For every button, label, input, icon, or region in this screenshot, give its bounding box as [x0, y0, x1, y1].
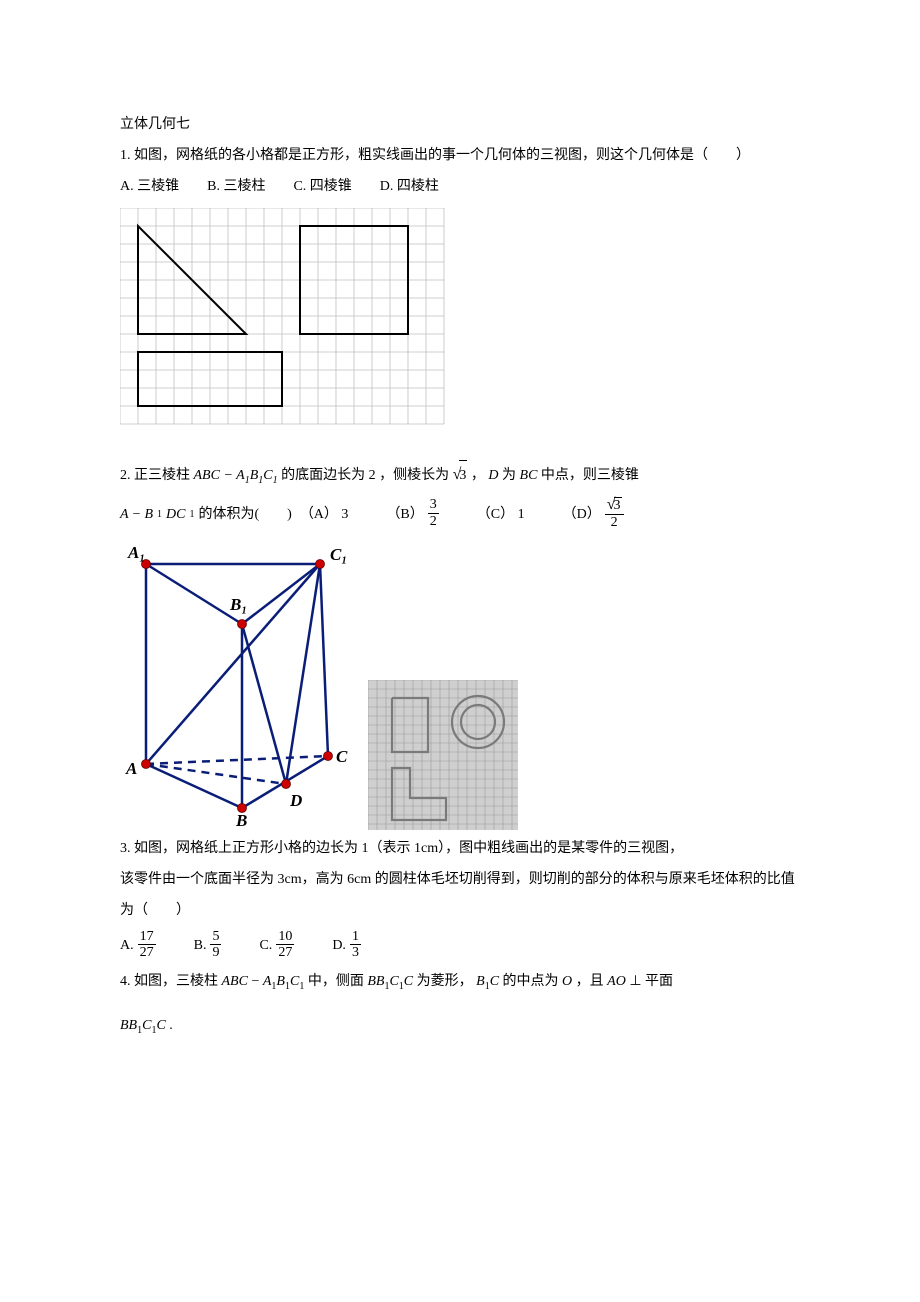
q2-optD-den: 2 [605, 515, 624, 530]
fraction-icon: 13 [350, 929, 361, 961]
q2-optB: （B） 3 2 [386, 499, 438, 531]
q2-optA: （A） 3 [300, 500, 349, 531]
q1-body: 1. 如图，网格纸的各小格都是正方形，粗实线画出的事一个几何体的三视图，则这个几… [120, 148, 750, 163]
q3-optC-num: 10 [276, 929, 294, 945]
q2-prefix: 2. 正三棱柱 [120, 468, 194, 483]
q3-optC-label: C. [259, 931, 272, 962]
q2-optC: （C） 1 [477, 500, 525, 531]
q3-optB: B. 59 [194, 931, 222, 963]
q4-prefix: 4. 如图，三棱柱 [120, 974, 222, 989]
q2-mid2: ，侧棱长为 [379, 468, 449, 483]
q2-optD-sqrt: 3 [614, 497, 622, 513]
fraction-icon: 3 2 [428, 497, 439, 529]
svg-text:B: B [235, 811, 247, 830]
fraction-icon: 1027 [276, 929, 294, 961]
sqrt3-icon: 3 [453, 457, 468, 492]
q2-line2: A − B1DC1 的体积为( ) （A） 3 （B） 3 2 （C） 1 （D… [120, 498, 800, 532]
svg-text:B₁: B₁ [229, 595, 247, 614]
q3-optA-den: 27 [138, 945, 156, 960]
fraction-icon: 3 2 [605, 496, 624, 530]
q4-mid5: ⊥ 平面 [629, 974, 673, 989]
q2-sqrt3: 3 [459, 460, 467, 492]
sqrt-icon: 3 [607, 496, 622, 514]
q2-figures: A₁ C₁ B₁ A C D B [120, 540, 800, 830]
q2-base: 2 [369, 468, 376, 483]
q4-mid1: 中，侧面 [308, 974, 368, 989]
q1-figure [120, 208, 800, 451]
q3-line1: 3. 如图，网格纸上正方形小格的边长为 1（表示 1cm），图中粗线画出的是某零… [120, 834, 800, 865]
q2-grid-svg [368, 680, 518, 830]
q3-body1: 3. 如图，网格纸上正方形小格的边长为 1（表示 1cm），图中粗线画出的是某零… [120, 841, 683, 856]
q2-mid6: 的体积为( ) [198, 500, 291, 531]
q2-prism: ABC [194, 468, 220, 483]
q1-options: A. 三棱锥 B. 三棱柱 C. 四棱锥 D. 四棱柱 [120, 172, 800, 203]
q4-line2: BB1C1C . [120, 1011, 800, 1042]
q2-prism-svg: A₁ C₁ B₁ A C D B [120, 540, 350, 830]
q2-bc: BC [520, 468, 538, 483]
q2-mid4: 为 [502, 468, 520, 483]
q3-optD-den: 3 [350, 945, 361, 960]
q4-end: . [169, 1018, 173, 1033]
q2-d: D [488, 468, 498, 483]
q1-text: 1. 如图，网格纸的各小格都是正方形，粗实线画出的事一个几何体的三视图，则这个几… [120, 141, 800, 172]
q2-mid5: 中点，则三棱锥 [541, 468, 639, 483]
q3-options: A. 1727 B. 59 C. 1027 D. 13 [120, 931, 800, 963]
q3-optA: A. 1727 [120, 931, 156, 963]
q2-optB-den: 2 [428, 514, 439, 529]
q4-mid2: 为菱形， [417, 974, 473, 989]
q3-body2: 该零件由一个底面半径为 3cm，高为 6cm 的圆柱体毛坯切削得到，则切削的部分… [120, 872, 795, 918]
svg-text:A: A [125, 759, 137, 778]
q3-optB-label: B. [194, 931, 207, 962]
q3-optB-num: 5 [210, 929, 221, 945]
title-text: 立体几何七 [120, 117, 190, 132]
q2-mid3: ， [471, 468, 485, 483]
q4-ao: AO [607, 974, 626, 989]
q3-optC: C. 1027 [259, 931, 294, 963]
svg-text:A₁: A₁ [127, 543, 145, 562]
q2-mid1: 的底面边长为 [281, 468, 369, 483]
fraction-icon: 1727 [138, 929, 156, 961]
svg-text:C₁: C₁ [330, 545, 347, 564]
q4-o: O [562, 974, 572, 989]
q1-svg [120, 208, 460, 438]
fraction-icon: 59 [210, 929, 221, 961]
q3-optD: D. 13 [332, 931, 361, 963]
q2-optB-num: 3 [428, 497, 439, 513]
q3-optD-label: D. [332, 931, 346, 962]
q2-optD: （D） 3 2 [563, 498, 624, 532]
q3-optA-label: A. [120, 931, 134, 962]
svg-text:C: C [336, 747, 348, 766]
q1-opts: A. 三棱锥 B. 三棱柱 C. 四棱锥 D. 四棱柱 [120, 179, 439, 194]
q4-mid3: 的中点为 [503, 974, 563, 989]
q2-line1: 2. 正三棱柱 ABC − A1B1C1 的底面边长为 2 ，侧棱长为 3 ， … [120, 457, 800, 492]
page-title: 立体几何七 [120, 110, 800, 141]
q3-optB-den: 9 [210, 945, 221, 960]
q2-tetra-group: A − B1DC1 的体积为( ) （A） 3 [120, 500, 348, 531]
q2-optDLabel: （D） [563, 500, 601, 531]
q2-prism2: A [236, 468, 245, 483]
q3-optC-den: 27 [276, 945, 294, 960]
q3-line2: 该零件由一个底面半径为 3cm，高为 6cm 的圆柱体毛坯切削得到，则切削的部分… [120, 865, 800, 927]
q3-optA-num: 17 [138, 929, 156, 945]
q4-mid4: ，且 [576, 974, 608, 989]
q2-optBLabel: （B） [386, 500, 423, 531]
q4-line1: 4. 如图，三棱柱 ABC − A1B1C1 中，侧面 BB1C1C 为菱形， … [120, 967, 800, 998]
q3-optD-num: 1 [350, 929, 361, 945]
svg-text:D: D [289, 791, 302, 810]
